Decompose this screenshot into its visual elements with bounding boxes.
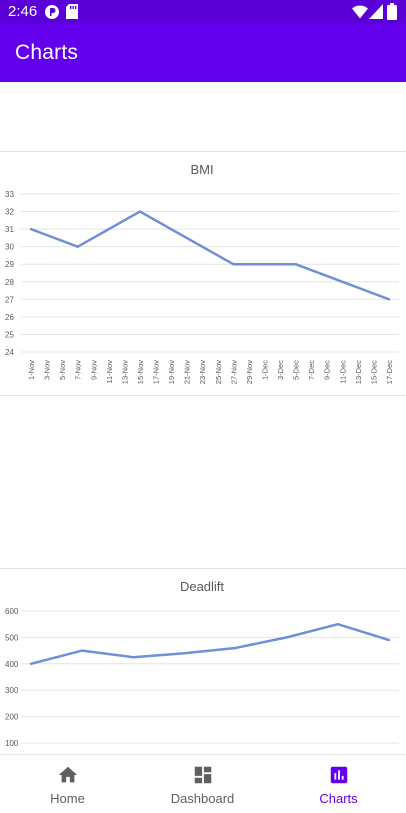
x-tick-label: 19-Nov [167,360,176,384]
deadlift-chart-svg: Deadlift 100 200 300 400 500 600 [5,579,399,748]
home-icon [57,764,79,791]
x-tick-label: 23-Nov [198,360,207,384]
notification-icon [44,4,60,25]
sd-card-icon [66,4,78,24]
data-point [132,656,135,659]
data-point [387,298,391,301]
x-tick-label: 7-Nov [74,360,83,380]
y-tick-label: 28 [5,278,14,287]
chart-title: Deadlift [180,579,224,594]
status-time: 2:46 [8,3,38,20]
bottom-navigation: Home Dashboard Charts [0,754,406,813]
x-tick-label: 5-Nov [58,360,67,380]
x-tick-label: 15-Nov [136,360,145,384]
bar-chart-icon [328,764,350,791]
y-tick-label: 25 [5,330,14,339]
battery-icon [387,3,397,25]
app-bar: Charts [0,24,406,82]
wifi-icon [352,4,368,24]
dashboard-icon [192,764,214,791]
x-tick-label: 25-Nov [214,360,223,384]
status-bar: 2:46 [0,0,406,24]
deadlift-chart: Deadlift 100 200 300 400 500 600 [0,568,406,754]
y-tick-label: 27 [5,295,14,304]
data-point [76,245,79,248]
x-tick-label: 7-Dec [307,360,316,380]
x-tick-label: 21-Nov [183,360,192,384]
y-tick-label: 33 [5,190,14,199]
nav-dashboard-label: Dashboard [170,791,235,806]
y-tick-label: 29 [5,260,14,269]
x-tick-label: 29-Nov [245,360,254,384]
cell-signal-icon [369,4,383,24]
nav-charts[interactable]: Charts [271,755,406,813]
y-tick-label: 500 [5,633,19,642]
nav-dashboard[interactable]: Dashboard [135,755,270,813]
x-tick-label: 11-Dec [338,360,347,384]
data-point [387,638,391,642]
x-tick-label: 17-Dec [385,360,394,384]
nav-home-label: Home [50,791,85,806]
data-point [183,652,186,655]
x-tick-label: 17-Nov [152,360,161,384]
data-point [336,623,340,626]
x-tick-label: 11-Nov [105,360,114,384]
x-tick-label: 5-Dec [292,360,301,380]
bmi-chart-svg: BMI 24 25 26 27 28 29 30 31 32 33 1-Nov 3-Nov 5-Nov 7-… [5,162,399,384]
y-tick-label: 32 [5,208,14,217]
charts-list[interactable]: BMI 24 25 26 27 28 29 30 31 32 33 1-Nov 3-Nov 5-Nov 7-… [0,82,406,754]
y-tick-label: 31 [5,225,14,234]
x-tick-label: 9-Nov [89,360,98,380]
x-tick-label: 15-Dec [369,360,378,384]
x-tick-label: 1-Nov [27,360,36,380]
x-tick-label: 13-Nov [120,360,129,384]
nav-charts-label: Charts [319,791,358,806]
x-tick-label: 27-Nov [229,360,238,384]
data-point [29,662,33,665]
data-point [234,646,237,650]
data-point [294,263,297,266]
data-point [80,649,84,652]
x-tick-label: 3-Nov [43,360,52,380]
data-point [285,636,288,639]
x-tick-label: 1-Dec [260,360,269,380]
x-tick-label: 9-Dec [323,360,332,380]
data-series-line [30,210,390,301]
chart-title: BMI [190,162,213,177]
data-point [29,227,33,231]
y-tick-label: 26 [5,313,14,322]
y-tick-label: 30 [5,243,14,252]
data-point [232,263,235,266]
nav-home[interactable]: Home [0,755,135,813]
x-tick-label: 3-Dec [276,360,285,380]
page-title: Charts [15,41,79,64]
bmi-chart: BMI 24 25 26 27 28 29 30 31 32 33 1-Nov 3-Nov 5-Nov 7-… [0,151,406,396]
y-tick-label: 300 [5,686,19,695]
y-tick-label: 100 [5,739,19,748]
y-tick-label: 400 [5,660,19,669]
x-tick-label: 13-Dec [354,360,363,384]
y-tick-label: 600 [5,607,19,616]
y-tick-label: 200 [5,713,19,722]
data-point [138,210,142,213]
y-tick-label: 24 [5,348,14,357]
data-series-line [30,622,390,666]
